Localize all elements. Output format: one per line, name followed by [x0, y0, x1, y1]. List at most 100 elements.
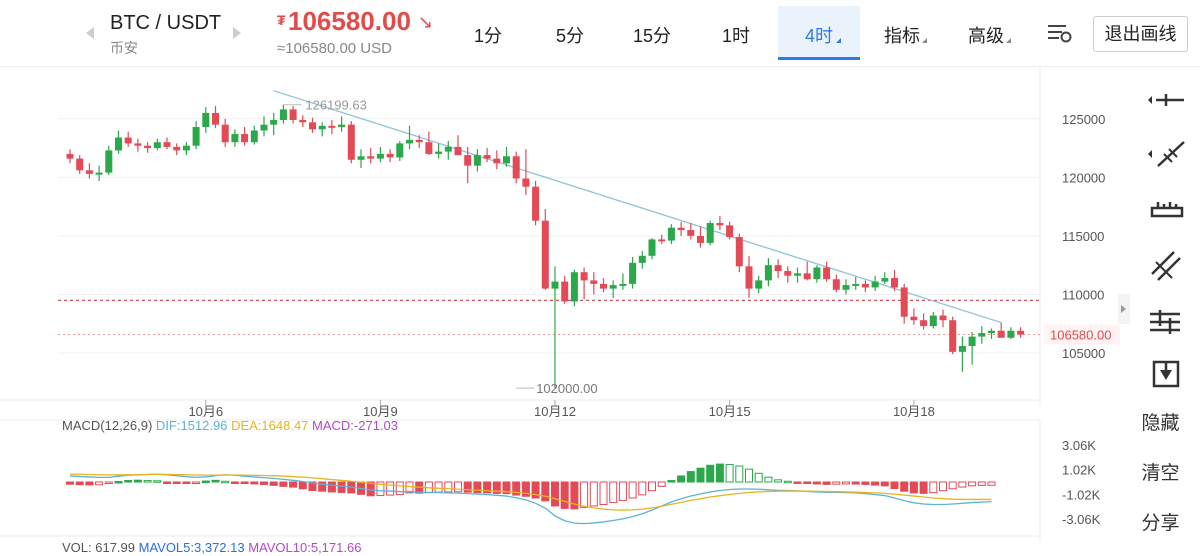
- volume-legend-item: VOL: 617.99: [62, 540, 135, 555]
- macd-bar-down: [948, 481, 957, 490]
- macd-bar-down: [376, 481, 385, 497]
- timeframe-4h-tab[interactable]: [778, 6, 860, 60]
- tether-symbol-icon: ₮: [277, 12, 286, 28]
- macd-bar-up: [667, 480, 676, 483]
- time-tick-label: 10月18: [893, 404, 935, 419]
- next-pair-arrow-icon[interactable]: [233, 27, 241, 39]
- macd-bar-down: [454, 481, 462, 493]
- candle-down: [425, 142, 433, 154]
- macd-bar-down: [832, 481, 841, 485]
- macd-bar-down: [531, 481, 540, 499]
- timeframe-4h[interactable]: 4时: [804, 26, 833, 46]
- candle-down: [997, 330, 1005, 338]
- horizontal-ray-tool-icon[interactable]: [1142, 84, 1188, 124]
- trend-line-tool-icon[interactable]: [1142, 136, 1188, 176]
- candle-down: [697, 235, 704, 243]
- macd-bar-down: [104, 481, 113, 484]
- candle-down: [1017, 330, 1025, 335]
- macd-bar-down: [977, 481, 986, 486]
- low-price-label: 102000.00: [536, 381, 597, 396]
- candle-up: [357, 156, 365, 160]
- candle-up: [260, 124, 268, 131]
- macd-bar-up: [143, 480, 152, 483]
- timeframe-1h[interactable]: 1时: [721, 26, 750, 46]
- macd-bar-down: [812, 481, 821, 485]
- share-button[interactable]: 分享: [1141, 513, 1180, 534]
- macd-bar-up: [774, 479, 783, 483]
- macd-tick-label: -3.06K: [1062, 512, 1101, 527]
- macd-bar-up: [706, 464, 715, 483]
- candle-up: [105, 150, 113, 173]
- candle-up: [871, 281, 879, 288]
- timeframe-5m[interactable]: 5分: [555, 26, 584, 46]
- time-tick-label: 10月6: [188, 404, 223, 419]
- previous-pair-arrow-icon[interactable]: [86, 27, 94, 39]
- macd-legend-item: DIF:1512.96: [152, 418, 227, 433]
- macd-bar-down: [240, 481, 249, 484]
- candle-up: [667, 227, 675, 241]
- parallel-channel-tool-icon[interactable]: [1142, 248, 1188, 288]
- candle-down: [832, 279, 840, 290]
- volume-panel: VOL: 617.99 MAVOL5:3,372.13 MAVOL10:5,17…: [0, 535, 1040, 555]
- exit-drawing-button[interactable]: 退出画线: [1093, 16, 1188, 52]
- macd-bar-down: [900, 481, 909, 492]
- candle-up: [958, 345, 966, 352]
- candle-down: [910, 316, 918, 321]
- candle-down: [512, 156, 520, 179]
- macd-bar-down: [968, 481, 977, 487]
- time-tick-label: 10月9: [363, 404, 398, 419]
- ruler-tool-icon[interactable]: [1142, 192, 1188, 232]
- candle-down: [289, 109, 297, 120]
- macd-bar-down: [444, 481, 453, 493]
- candle-down: [716, 223, 724, 226]
- price-axis-collapse-tab[interactable]: [1118, 294, 1130, 324]
- macd-bar-down: [909, 481, 918, 494]
- candle-up: [202, 112, 210, 127]
- price-levels[interactable]: 106580.00: [58, 90, 1120, 345]
- macd-bar-down: [230, 481, 239, 484]
- candle-down: [561, 281, 569, 302]
- candle-down: [309, 122, 316, 130]
- current-price-tag: [1044, 324, 1120, 345]
- volume-legend-item: MAVOL5:3,372.13: [135, 540, 245, 555]
- candle-down: [241, 134, 249, 143]
- download-icon[interactable]: [1142, 358, 1188, 398]
- macd-bar-down: [570, 481, 579, 510]
- candlesticks: [66, 104, 1025, 389]
- price-tick-label: 110000: [1062, 287, 1104, 302]
- pair-title[interactable]: BTC / USDT: [110, 12, 222, 34]
- macd-bar-up: [696, 467, 705, 483]
- last-price: 106580.00: [288, 6, 411, 36]
- macd-bar-up: [783, 480, 792, 484]
- candle-up: [881, 278, 889, 282]
- timeframe-15m[interactable]: 15分: [632, 26, 672, 46]
- advanced-menu[interactable]: 高级: [968, 26, 1004, 46]
- candle-down: [212, 112, 219, 125]
- timeframe-1m[interactable]: 1分: [473, 26, 502, 46]
- horizontal-lines-tool-icon[interactable]: [1142, 304, 1188, 344]
- hide-drawings-button[interactable]: 隐藏: [1141, 413, 1180, 434]
- clear-drawings-button[interactable]: 清空: [1141, 463, 1180, 484]
- macd-bar-down: [308, 481, 317, 491]
- macd-bar-down: [919, 481, 928, 494]
- indicators-menu[interactable]: 指标: [884, 26, 920, 46]
- candle-up: [396, 143, 404, 158]
- candle-down: [784, 271, 792, 276]
- candle-down: [134, 143, 142, 146]
- macd-bar-down: [929, 481, 938, 494]
- macd-panel: MACD(12,26,9) DIF:1512.96 DEA:1648.47 MA…: [0, 418, 1101, 541]
- macd-bar-down: [822, 481, 831, 485]
- candle-up: [988, 330, 995, 334]
- candle-down: [949, 320, 957, 352]
- macd-bar-up: [715, 463, 724, 483]
- macd-bar-down: [502, 481, 511, 495]
- candle-down: [687, 230, 695, 236]
- trend-line: [273, 90, 1002, 324]
- macd-bar-up: [764, 476, 773, 483]
- macd-bar-down: [609, 481, 618, 504]
- macd-bar-down: [279, 481, 288, 487]
- candle-up: [570, 272, 578, 302]
- macd-bar-up: [201, 480, 210, 484]
- chart-settings-icon[interactable]: [1046, 20, 1074, 46]
